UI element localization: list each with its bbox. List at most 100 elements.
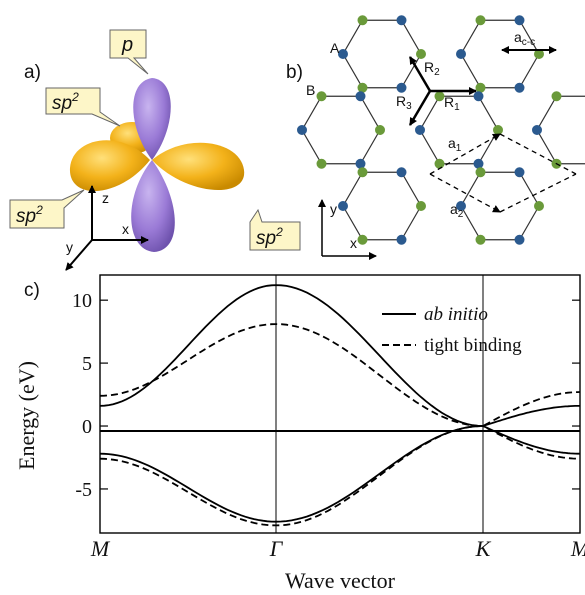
callout-sp2-right: sp2: [249, 208, 301, 251]
site-a: [316, 158, 327, 169]
sp2-lobe-right: [152, 142, 245, 191]
label-acc: ac-c: [514, 29, 535, 48]
callout-sp2-left: sp2: [9, 189, 85, 229]
site-b: [514, 234, 525, 245]
vector-R2: [408, 56, 432, 92]
label-a2: a2: [450, 201, 464, 220]
svg-text:sp2: sp2: [52, 90, 79, 114]
x-tick-label: K: [475, 536, 492, 561]
panel-a-axes: z x y: [65, 185, 149, 271]
vector-a2: [429, 173, 501, 213]
legend-dashed-label: tight binding: [424, 335, 522, 356]
site-b: [514, 167, 525, 178]
site-a: [475, 167, 486, 178]
x-axis-label: Wave vector: [285, 568, 396, 593]
site-b: [456, 49, 466, 59]
svg-text:sp2: sp2: [256, 225, 283, 249]
axis-z-label: z: [102, 190, 109, 206]
site-b: [297, 125, 307, 135]
panel-b-axis-y-label: y: [330, 201, 337, 217]
p-lobe-upper: [133, 78, 171, 160]
site-a: [316, 91, 327, 102]
site-a: [416, 49, 426, 59]
site-b: [396, 234, 407, 245]
site-b: [532, 125, 542, 135]
sp2-lobe-left: [69, 140, 150, 192]
hexagon-cell: [460, 19, 540, 89]
site-a: [357, 167, 368, 178]
site-b: [514, 15, 525, 26]
ab-initio-band-0: [99, 284, 580, 427]
panel-a-label: a): [24, 62, 41, 83]
unit-cell: a1 a2: [429, 133, 577, 220]
site-a: [357, 82, 368, 93]
site-a: [434, 91, 445, 102]
site-b: [396, 167, 407, 178]
label-p: p: [121, 34, 133, 56]
site-a: [357, 15, 368, 26]
y-tick-label: 0: [82, 416, 92, 438]
sublattice-a-label: A: [330, 40, 340, 56]
label-sp2-right-exp: 2: [275, 225, 283, 239]
site-b: [355, 91, 366, 102]
axis-x-label: x: [122, 221, 129, 237]
site-a: [375, 125, 385, 135]
axis-y-label: y: [66, 239, 73, 255]
x-tick-label: M: [90, 536, 111, 561]
plot-frame: [99, 274, 581, 534]
site-b: [473, 158, 484, 169]
panel-c: c) 10 5 0 -5 M Γ K M Energy (eV) Wave vector a…: [14, 274, 585, 593]
callout-p: p: [109, 29, 149, 75]
nearest-neighbor-vectors: R1 R2 R3: [396, 56, 477, 126]
sublattice-b-label: B: [306, 82, 315, 98]
svg-text:sp2: sp2: [16, 203, 43, 227]
label-sp2-left: sp: [16, 206, 36, 227]
bond-length-indicator: ac-c: [501, 29, 557, 54]
y-ticks: 10 5 0 -5: [72, 290, 580, 501]
x-tick-label: Γ: [269, 536, 284, 561]
site-a: [493, 125, 503, 135]
label-R2: R2: [424, 59, 440, 78]
label-R1: R1: [444, 94, 460, 113]
site-b: [338, 201, 348, 211]
hexagon-cell: [536, 95, 585, 165]
site-a: [475, 82, 486, 93]
hexagon-cell: [301, 95, 381, 165]
site-b: [514, 82, 525, 93]
y-tick-label: -5: [75, 479, 92, 501]
panel-a: a) z x y p sp2: [9, 29, 301, 271]
site-b: [473, 91, 484, 102]
site-a: [534, 201, 544, 211]
vector-a1: [429, 133, 501, 175]
site-a: [434, 158, 445, 169]
legend: ab initio tight binding: [382, 304, 522, 356]
x-ticks: MΓKM: [90, 536, 585, 561]
site-b: [396, 82, 407, 93]
y-axis-label: Energy (eV): [14, 361, 39, 470]
site-a: [416, 201, 426, 211]
y-tick-label: 10: [72, 290, 92, 312]
x-tick-label: M: [570, 536, 585, 561]
site-a: [475, 15, 486, 26]
band-curves: [99, 284, 581, 527]
label-sp2-right: sp: [256, 228, 276, 249]
panel-c-label: c): [24, 280, 40, 301]
y-tick-label: 5: [82, 353, 92, 375]
label-sp2-left-exp: 2: [35, 203, 43, 217]
hexagon-cell: [342, 19, 422, 89]
site-a: [357, 234, 368, 245]
site-a: [551, 91, 562, 102]
label-a1: a1: [448, 135, 462, 154]
panel-b-axes: y x: [318, 199, 377, 260]
legend-solid-label: ab initio: [424, 304, 488, 325]
callout-sp2-top: sp2: [45, 87, 121, 127]
label-sp2-top-exp: 2: [71, 90, 79, 104]
site-a: [475, 234, 486, 245]
vector-R3: [408, 90, 432, 126]
panel-b-axis-x-label: x: [350, 235, 357, 251]
site-b: [355, 158, 366, 169]
site-a: [534, 49, 544, 59]
hexagon-cell: [342, 171, 422, 241]
hexagon-cell: [460, 171, 540, 241]
